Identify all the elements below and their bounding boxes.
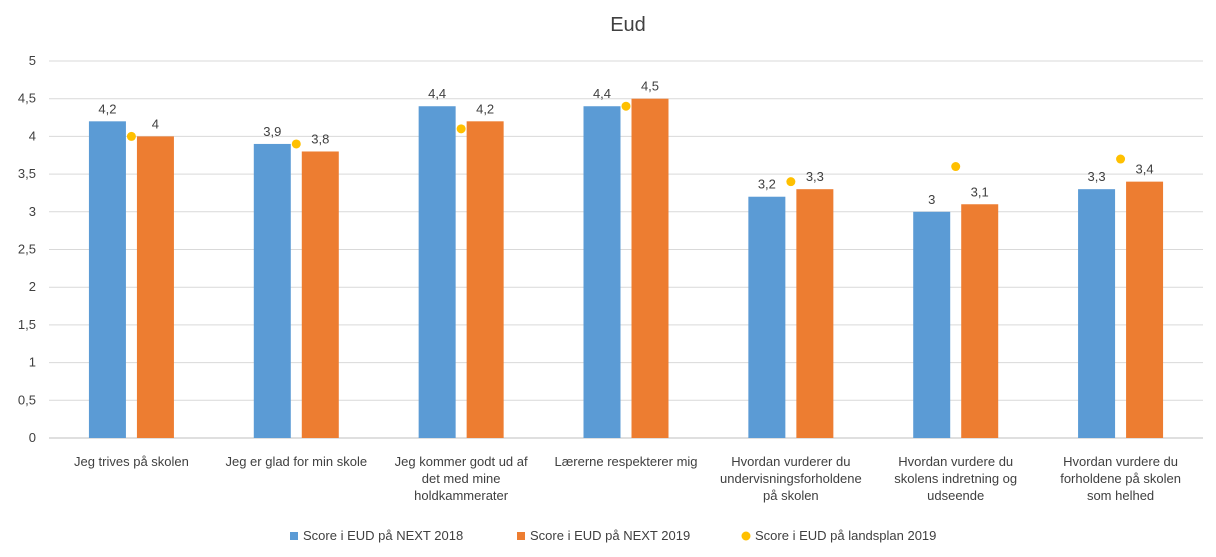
y-tick-label: 1: [29, 355, 36, 370]
bar-next-2018: [583, 106, 621, 439]
bars: [88, 98, 1164, 439]
data-label: 4: [152, 116, 159, 131]
data-label: 3,2: [758, 177, 776, 192]
category-label: Jeg kommer godt ud af det med mine holdkam…: [395, 454, 528, 503]
legend-label: Score i EUD på NEXT 2019: [530, 528, 690, 543]
bar-next-2019: [466, 121, 504, 438]
bar-next-2019: [961, 204, 999, 438]
bar-next-2018: [88, 121, 126, 438]
dot-landsplan-2019: [951, 162, 961, 172]
category-label: Jeg er glad for min skole: [225, 454, 367, 469]
category-label: Jeg trives på skolen: [74, 454, 189, 469]
bar-next-2018: [418, 106, 456, 439]
y-tick-label: 4: [29, 128, 36, 143]
y-tick-label: 4,5: [18, 91, 36, 106]
data-label: 4,4: [428, 86, 446, 101]
y-tick-label: 2: [29, 279, 36, 294]
bar-next-2019: [796, 189, 834, 438]
dot-landsplan-2019: [456, 124, 466, 134]
data-label: 3,8: [311, 131, 329, 146]
data-labels: 4,2 4 3,9 3,8 4,4 4,2 4,4 4,5 3,2 3,3 3 3,1 3,3 3,4: [98, 79, 1153, 207]
category-label: Hvordan vurdere du skolens indretning og u…: [894, 454, 1017, 503]
y-axis-tick-labels: 0 0,5 1 1,5 2 2,5 3 3,5 4 4,5 5: [18, 53, 36, 445]
legend-label: Score i EUD på NEXT 2018: [303, 528, 463, 543]
y-tick-label: 2,5: [18, 242, 36, 257]
legend-marker-next-2018: [290, 532, 298, 540]
data-label: 3,9: [263, 124, 281, 139]
dot-landsplan-2019: [621, 101, 631, 111]
dot-landsplan-2019: [1116, 154, 1126, 164]
data-label: 3: [928, 192, 935, 207]
y-tick-label: 1,5: [18, 317, 36, 332]
bar-next-2018: [748, 196, 786, 438]
y-tick-label: 0,5: [18, 392, 36, 407]
dot-landsplan-2019: [126, 131, 136, 141]
bar-next-2018: [253, 143, 291, 438]
category-label: Hvordan vurdere du forholdene på skolen so…: [1060, 454, 1181, 503]
category-label: Hvordan vurderer du undervisningsforholde…: [720, 454, 862, 503]
legend: Score i EUD på NEXT 2018 Score i EUD på N…: [290, 528, 936, 543]
data-label: 3,3: [1088, 169, 1106, 184]
category-label: Lærerne respekterer mig: [554, 454, 697, 469]
data-label: 4,2: [98, 101, 116, 116]
data-label: 4,5: [641, 79, 659, 94]
dot-landsplan-2019: [291, 139, 301, 149]
chart-title: Eud: [610, 14, 646, 36]
legend-marker-landsplan-2019: [741, 531, 751, 541]
landsplan-dots: [126, 101, 1126, 187]
y-tick-label: 3,5: [18, 166, 36, 181]
y-tick-label: 3: [29, 204, 36, 219]
x-axis-category-labels: Jeg trives på skolen Jeg er glad for min …: [74, 454, 1181, 503]
legend-marker-next-2019: [517, 532, 525, 540]
bar-next-2019: [631, 98, 669, 438]
data-label: 4,4: [593, 86, 611, 101]
data-label: 3,3: [806, 169, 824, 184]
bar-next-2019: [1126, 181, 1164, 438]
legend-label: Score i EUD på landsplan 2019: [755, 528, 936, 543]
bar-next-2019: [301, 151, 339, 439]
bar-next-2018: [1078, 189, 1116, 438]
y-tick-label: 0: [29, 430, 36, 445]
data-label: 3,1: [971, 184, 989, 199]
grid-lines: [49, 60, 1203, 439]
dot-landsplan-2019: [786, 177, 796, 187]
data-label: 3,4: [1136, 162, 1154, 177]
bar-next-2018: [913, 211, 951, 438]
y-tick-label: 5: [29, 53, 36, 68]
bar-next-2019: [136, 136, 174, 438]
data-label: 4,2: [476, 101, 494, 116]
